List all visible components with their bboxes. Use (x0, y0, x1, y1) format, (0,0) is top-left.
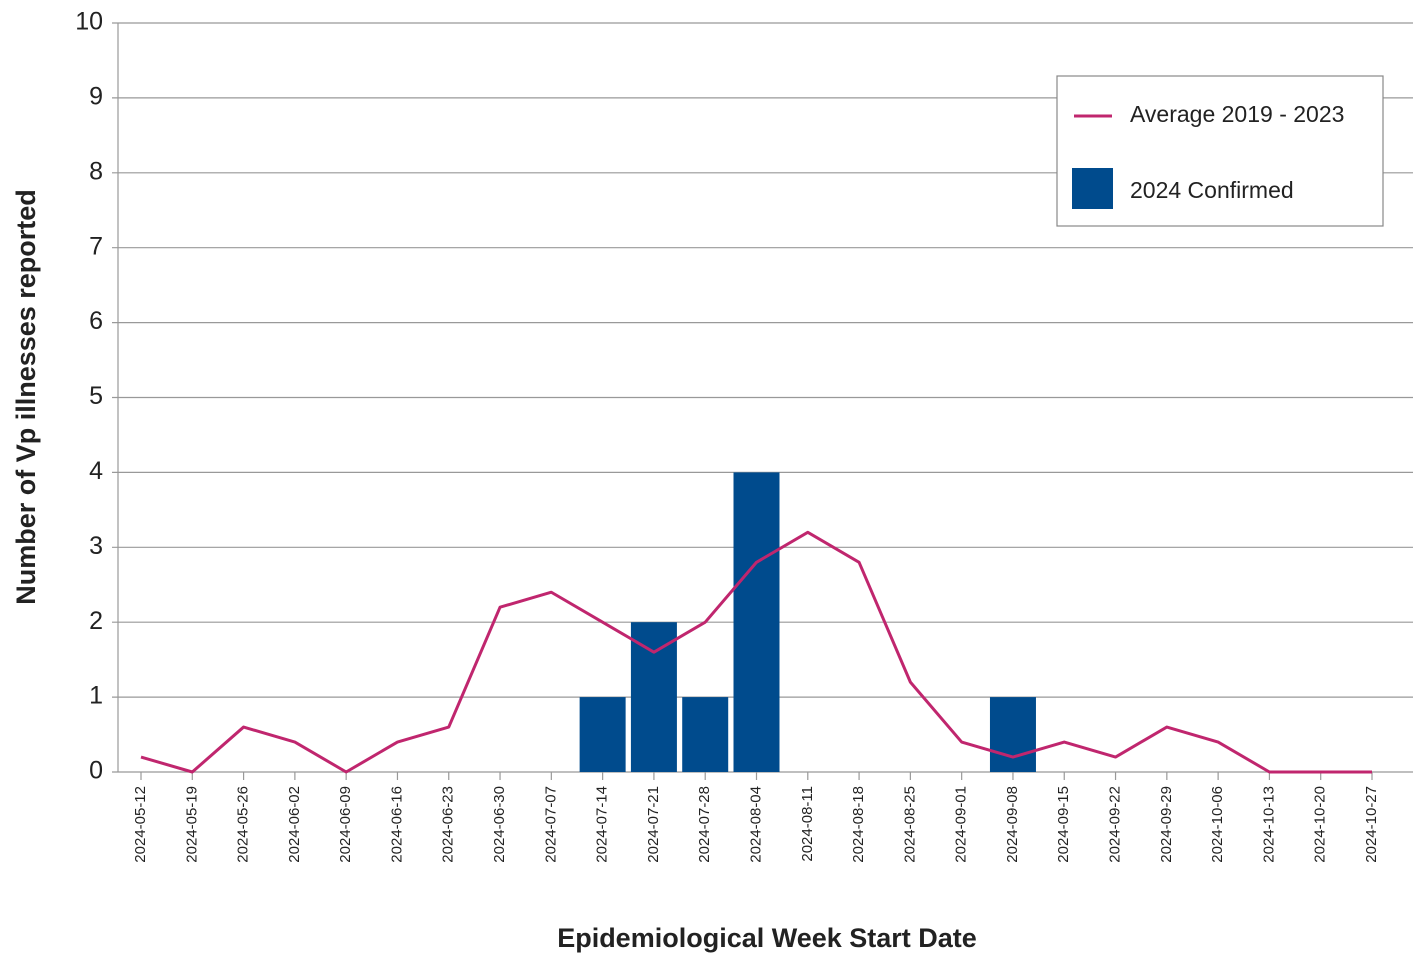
y-tick-label: 9 (89, 83, 103, 111)
legend-label: Average 2019 - 2023 (1130, 101, 1344, 127)
y-tick-label: 4 (89, 457, 103, 485)
x-tick-label: 2024-07-07 (542, 786, 559, 863)
bar (579, 697, 626, 772)
x-tick-label: 2024-10-13 (1260, 786, 1277, 863)
bar (733, 472, 780, 772)
x-tick-label: 2024-05-26 (235, 786, 252, 863)
bar (682, 697, 729, 772)
y-tick-label: 5 (89, 382, 103, 410)
bar (989, 697, 1036, 772)
y-axis-label: Number of Vp illnesses reported (11, 189, 41, 605)
x-tick-label: 2024-07-14 (594, 786, 611, 863)
x-tick-label: 2024-06-16 (388, 786, 405, 863)
x-tick-label: 2024-10-27 (1363, 786, 1380, 863)
legend-label: 2024 Confirmed (1130, 177, 1294, 203)
x-tick-label: 2024-09-29 (1158, 786, 1175, 863)
x-tick-label: 2024-07-28 (696, 786, 713, 863)
x-tick-label: 2024-07-21 (645, 786, 662, 863)
y-tick-label: 10 (75, 8, 103, 36)
y-tick-label: 0 (89, 757, 103, 785)
x-tick-label: 2024-09-08 (1004, 786, 1021, 863)
legend-swatch (1072, 168, 1113, 209)
x-tick-label: 2024-06-30 (491, 786, 508, 863)
x-axis-label: Epidemiological Week Start Date (557, 923, 977, 953)
x-tick-label: 2024-08-25 (901, 786, 918, 863)
y-tick-label: 6 (89, 307, 103, 335)
x-tick-label: 2024-06-23 (440, 786, 457, 863)
bar (630, 622, 677, 772)
x-tick-label: 2024-09-15 (1055, 786, 1072, 863)
line (140, 530, 1372, 774)
x-tick-label: 2024-06-09 (337, 786, 354, 863)
x-tick-label: 2024-08-11 (799, 786, 816, 862)
x-tick-label: 2024-08-18 (850, 786, 867, 863)
y-tick-label: 1 (89, 682, 103, 710)
y-tick-label: 2 (89, 607, 103, 635)
x-tick-label: 2024-05-19 (183, 786, 200, 863)
y-tick-label: 3 (89, 532, 103, 560)
x-tick-label: 2024-08-04 (747, 786, 764, 863)
y-tick-label: 8 (89, 157, 103, 185)
x-tick-label: 2024-06-02 (286, 786, 303, 863)
x-tick-label: 2024-05-12 (132, 786, 149, 863)
x-tick-label: 2024-10-06 (1209, 786, 1226, 863)
x-tick-label: 2024-09-22 (1107, 786, 1124, 863)
x-tick-label: 2024-10-20 (1312, 786, 1329, 863)
y-tick-label: 7 (89, 232, 103, 260)
x-tick-label: 2024-09-01 (953, 786, 970, 863)
